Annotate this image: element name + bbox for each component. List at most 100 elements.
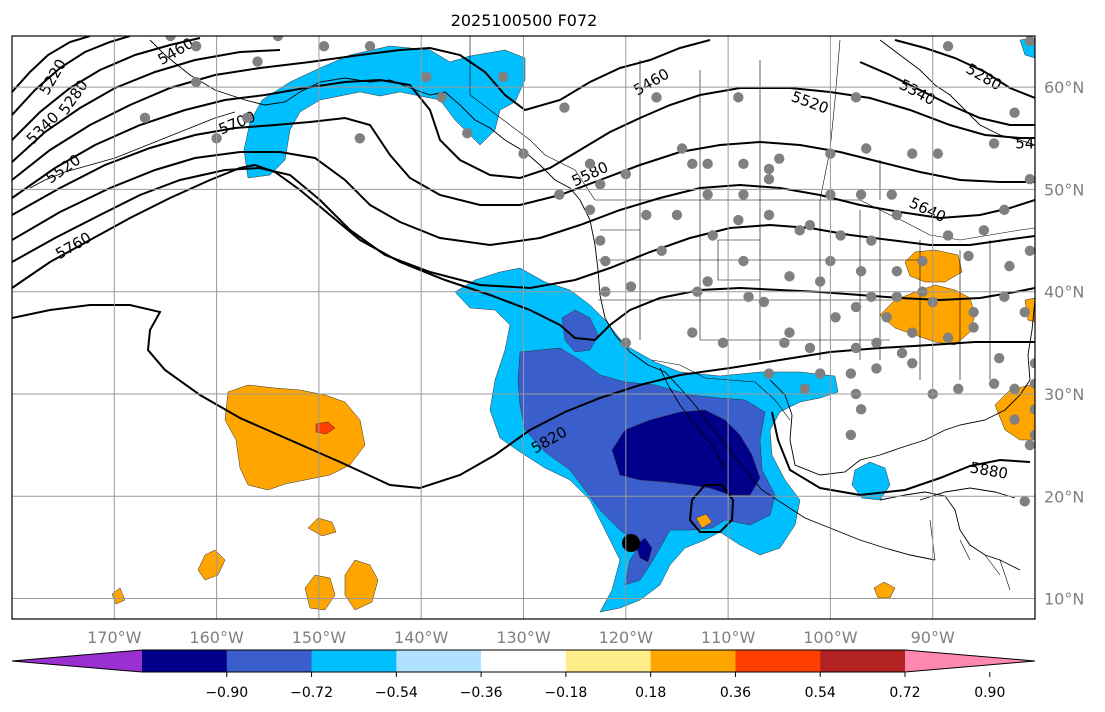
shade-pos-blob-1 — [197, 549, 226, 581]
colorbar-tick-label: 0.36 — [720, 685, 751, 701]
station-point — [600, 255, 611, 267]
map-panel: 5220528053405460552057005760546055205580… — [11, 35, 1084, 647]
west-coast — [579, 199, 936, 561]
station-point — [687, 158, 698, 170]
colorbar-segment — [565, 650, 652, 672]
station-point — [687, 327, 698, 338]
contour-5580-main — [12, 116, 1035, 216]
longitude-tick-labels: 170°W 160°W 150°W 140°W 130°W 120°W 110°W 100°W… — [87, 628, 955, 647]
colorbar-tick-label: 0.90 — [974, 685, 1005, 701]
station-point — [855, 266, 867, 277]
station-point — [891, 291, 903, 303]
station-point — [497, 71, 509, 83]
lat-tick-label: 20°N — [1044, 487, 1084, 506]
station-point — [779, 337, 790, 349]
contour-5880-loop — [771, 411, 1031, 497]
station-point — [584, 204, 596, 216]
colorbar-segment — [820, 650, 906, 672]
station-point — [999, 204, 1010, 216]
gulf-coast — [769, 379, 1031, 476]
station-point — [850, 92, 862, 103]
station-point — [799, 383, 811, 395]
station-point — [1009, 107, 1020, 118]
map-title: 2025100500 F072 — [451, 11, 598, 30]
contour-label: 54 — [1015, 134, 1034, 152]
contour-5640-main — [12, 151, 1035, 247]
station-point — [988, 138, 1000, 149]
map-gridlines — [12, 36, 1035, 619]
contour-east-2 — [859, 61, 1035, 126]
station-point — [932, 148, 944, 159]
lat-tick-label: 30°N — [1044, 385, 1084, 404]
station-point — [354, 133, 366, 144]
lon-tick-label: 150°W — [292, 628, 347, 647]
station-point — [871, 363, 882, 374]
lon-tick-label: 160°W — [189, 628, 244, 647]
colorbar-tick-label: −0.54 — [375, 685, 418, 701]
aleutian-chain — [29, 111, 236, 189]
station-point — [763, 163, 775, 175]
station-point — [907, 358, 918, 369]
station-point — [784, 327, 795, 338]
station-point — [1029, 378, 1035, 389]
alaska-canada-border — [469, 36, 546, 156]
shade-pos-blob-3 — [344, 559, 379, 611]
station-point — [963, 250, 974, 262]
colorbar-tick-label: −0.90 — [205, 685, 248, 701]
lat-tick-label: 10°N — [1044, 590, 1084, 609]
station-points — [139, 36, 1050, 507]
station-point — [462, 127, 473, 139]
colorbar-tick-label: −0.72 — [290, 685, 333, 701]
station-point — [738, 189, 749, 200]
shade-central-pacific-pos — [224, 384, 366, 491]
canada-provinces — [544, 39, 881, 201]
station-point — [1004, 260, 1015, 272]
station-point — [702, 158, 713, 170]
station-point — [554, 189, 565, 200]
station-point — [625, 281, 637, 292]
contour-5460-main — [12, 39, 711, 181]
station-point — [774, 153, 785, 164]
colorbar-extend-low — [12, 650, 142, 672]
station-point — [891, 266, 903, 277]
station-point — [968, 322, 979, 333]
station-point — [917, 255, 928, 267]
station-point — [1040, 312, 1050, 322]
station-point — [763, 209, 775, 221]
colorbar-segment — [735, 650, 821, 672]
station-point — [1024, 245, 1035, 256]
shade-alaska-neg — [243, 45, 526, 179]
station-point — [1024, 439, 1035, 451]
baja-coast — [659, 367, 726, 471]
station-point — [738, 158, 749, 170]
station-point — [702, 189, 713, 200]
colorbar: −0.90 −0.72 −0.54 −0.36 −0.18 0.18 0.36 0.54 0.7… — [11, 649, 1036, 701]
station-point — [1029, 358, 1035, 369]
station-point — [702, 276, 713, 287]
station-point — [978, 225, 990, 236]
station-point — [907, 327, 918, 338]
station-point — [190, 41, 202, 52]
highlight-point — [622, 534, 640, 552]
colorbar-segment — [481, 650, 567, 672]
contour-5880-small — [688, 484, 735, 533]
station-point — [845, 429, 857, 441]
station-point — [758, 296, 770, 308]
colorbar-tick-label: −0.36 — [460, 685, 503, 701]
lon-tick-label: 130°W — [496, 628, 551, 647]
lon-tick-label: 110°W — [701, 628, 756, 647]
station-point — [559, 102, 570, 113]
shade-pos-blob-4 — [307, 517, 337, 537]
contour-5760-main — [12, 163, 1035, 342]
station-point — [814, 368, 826, 379]
station-point — [1019, 306, 1030, 318]
shade-pos-blob-6 — [873, 581, 896, 599]
lon-tick-label: 100°W — [803, 628, 858, 647]
contour-5820-main — [12, 304, 1035, 490]
lon-tick-label: 140°W — [394, 628, 449, 647]
station-point — [738, 255, 749, 267]
station-point — [743, 291, 754, 303]
station-point — [139, 112, 151, 124]
contour-5220 — [12, 36, 91, 93]
